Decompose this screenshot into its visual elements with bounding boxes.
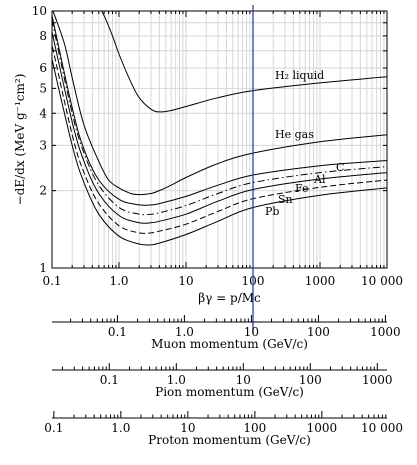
y-tick-label: 6 bbox=[39, 61, 47, 75]
x-tick-label: 10 bbox=[178, 274, 193, 288]
momentum-scale: 0.1 1.0 10 100 1000 10 000 Proton momentum (Ge… bbox=[44, 411, 403, 447]
y-tick-label: 1 bbox=[39, 261, 47, 275]
series-label: C bbox=[336, 161, 344, 174]
scale-tick-label: 1.0 bbox=[167, 373, 186, 387]
grid bbox=[52, 11, 387, 268]
x-tick-label: 0.1 bbox=[42, 274, 61, 288]
x-axis-title: βγ = p/Mc bbox=[198, 291, 261, 305]
y-tick-label: 10 bbox=[32, 4, 47, 18]
y-tick-label: 8 bbox=[39, 29, 47, 43]
x-tick-label: 10 000 bbox=[361, 274, 403, 288]
x-tick-label: 1.0 bbox=[109, 274, 128, 288]
scale-tick-label: 1000 bbox=[362, 373, 393, 387]
plot-frame bbox=[51, 10, 388, 269]
series-label: Sn bbox=[278, 193, 293, 206]
y-tick-label: 5 bbox=[39, 81, 47, 95]
scale-tick-label: 0.1 bbox=[44, 421, 63, 435]
series-label: He gas bbox=[275, 128, 314, 141]
y-axis-title: −dE/dx (MeV g⁻¹cm²) bbox=[13, 74, 27, 206]
momentum-scales: 0.1 1.0 10 100 1000 Muon momentum (GeV/c) 0.1 1… bbox=[44, 315, 403, 447]
scale-tick-label: 100 bbox=[243, 421, 266, 435]
x-tick-label: 1000 bbox=[305, 274, 336, 288]
series-label: Al bbox=[313, 173, 326, 186]
scale-tick-label: 0.1 bbox=[100, 373, 119, 387]
scale-tick-label: 100 bbox=[307, 325, 330, 339]
y-tick-label: 4 bbox=[39, 106, 47, 120]
scale-tick-label: 10 bbox=[236, 373, 251, 387]
scale-tick-label: 1.0 bbox=[111, 421, 130, 435]
scale-title: Proton momentum (GeV/c) bbox=[148, 433, 311, 447]
y-tick-label: 3 bbox=[39, 138, 47, 152]
scale-tick-label: 1.0 bbox=[175, 325, 194, 339]
scale-tick-label: 10 bbox=[244, 325, 259, 339]
series-line-2 bbox=[52, 11, 387, 196]
momentum-scale: 0.1 1.0 10 100 1000 Pion momentum (GeV/c) bbox=[52, 363, 393, 399]
scale-title: Pion momentum (GeV/c) bbox=[155, 385, 304, 399]
scale-tick-label: 100 bbox=[299, 373, 322, 387]
scale-tick-label: 1000 bbox=[307, 421, 338, 435]
y-tick-label: 2 bbox=[39, 184, 47, 198]
axis-ticks bbox=[51, 10, 388, 269]
momentum-scale: 0.1 1.0 10 100 1000 Muon momentum (GeV/c) bbox=[52, 315, 401, 351]
scale-tick-label: 1000 bbox=[370, 325, 401, 339]
series-label: Pb bbox=[265, 205, 279, 218]
scale-title: Muon momentum (GeV/c) bbox=[151, 337, 308, 351]
series-label: H₂ liquid bbox=[275, 69, 324, 82]
scale-tick-label: 0.1 bbox=[108, 325, 127, 339]
series-label: Fe bbox=[295, 182, 309, 195]
scale-tick-label: 10 bbox=[180, 421, 195, 435]
scale-tick-label: 10 000 bbox=[361, 421, 403, 435]
